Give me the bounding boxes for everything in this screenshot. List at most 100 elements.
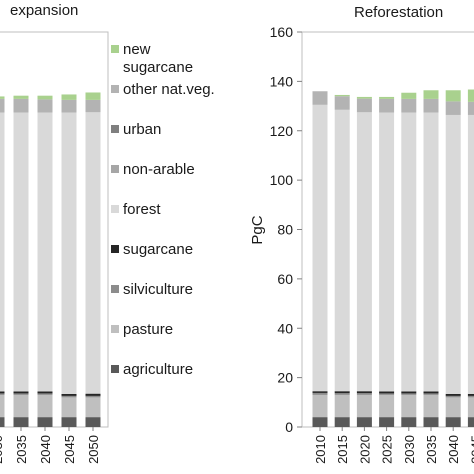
bar-segment-other-nat-veg--2010 [312, 91, 328, 105]
left-bars [0, 92, 101, 427]
right-panel-title: Reforestation [354, 4, 443, 21]
bar-segment-forest-2030 [0, 112, 5, 392]
bar-segment-other-nat-veg--2035 [13, 98, 29, 113]
bar-segment-forest-2025 [379, 112, 395, 392]
x-tick-label: 2030 [402, 435, 417, 464]
bar-segment-other-nat-veg--2040 [445, 101, 461, 115]
x-tick-label: 2045 [62, 435, 77, 464]
bar-segment-forest-2015 [334, 109, 350, 392]
legend-swatch [111, 125, 119, 133]
bar-segment-sugarcane-2040 [445, 393, 461, 396]
bar-segment-silviculture-2050 [85, 395, 101, 398]
legend-swatch [111, 365, 119, 373]
bar-segment-pasture-2015 [334, 394, 350, 418]
bar-segment-silviculture-2015 [334, 393, 350, 395]
bar-segment-pasture-2030 [0, 394, 5, 418]
bar-segment-sugarcane-2010 [312, 391, 328, 393]
x-tick-label: 2045 [468, 435, 474, 464]
bar-segment-new-sugarcane-2040 [37, 95, 53, 100]
bar-segment-silviculture-2030 [401, 393, 417, 395]
bar-segment-agriculture-2050 [85, 417, 101, 427]
bar-segment-other-nat-veg--2045 [467, 101, 474, 115]
y-tick-label: 100 [270, 172, 294, 188]
bar-segment-sugarcane-2045 [467, 393, 474, 396]
legend-swatch [111, 85, 119, 93]
expansion-panel: expansion 2030 2035 2040 2045 2050 [0, 2, 109, 464]
bar-segment-sugarcane-2050 [85, 393, 101, 396]
bar-segment-agriculture-2045 [467, 417, 474, 427]
bar-segment-silviculture-2020 [356, 393, 372, 395]
bar-segment-new-sugarcane-2035 [423, 90, 439, 99]
bar-segment-sugarcane-2030 [0, 391, 5, 394]
legend-swatch [111, 45, 119, 53]
bar-segment-agriculture-2045 [61, 417, 77, 427]
y-tick-label: 0 [285, 419, 293, 435]
legend-swatch [111, 165, 119, 173]
legend: new sugarcane other nat.veg. urban non-arabl… [111, 41, 215, 378]
legend-label: pasture [123, 321, 173, 338]
legend-label: other nat.veg. [123, 81, 215, 98]
bar-segment-forest-2040 [37, 112, 53, 392]
left-panel-title: expansion [10, 2, 78, 19]
bar-segment-other-nat-veg--2020 [356, 98, 372, 113]
legend-swatch [111, 245, 119, 253]
legend-label: new [123, 41, 151, 58]
bar-segment-new-sugarcane-2025 [379, 96, 395, 99]
y-tick-label: 160 [270, 24, 294, 40]
bar-segment-sugarcane-2045 [61, 393, 77, 396]
bar-segment-forest-2045 [467, 114, 474, 394]
bar-segment-silviculture-2045 [61, 395, 77, 398]
bar-segment-forest-2045 [61, 112, 77, 394]
bar-segment-sugarcane-2030 [401, 391, 417, 394]
reforestation-panel: Reforestation PgC 020406080100120140160 … [249, 4, 474, 464]
bar-segment-sugarcane-2015 [334, 391, 350, 394]
bar-segment-pasture-2045 [61, 397, 77, 418]
bar-segment-new-sugarcane-2015 [334, 94, 350, 97]
bar-segment-forest-2030 [401, 112, 417, 392]
bar-segment-sugarcane-2025 [379, 391, 395, 394]
bar-segment-pasture-2035 [423, 394, 439, 418]
x-tick-label: 2015 [335, 435, 350, 464]
bar-segment-silviculture-2030 [0, 393, 5, 395]
bar-segment-other-nat-veg--2025 [379, 98, 395, 113]
legend-label: sugarcane [123, 241, 193, 258]
bar-segment-agriculture-2020 [356, 417, 372, 427]
y-tick-labels: 0 20 40 60 80 100 120 140 160 [270, 24, 302, 435]
bar-segment-sugarcane-2035 [423, 391, 439, 394]
bar-segment-sugarcane-2035 [13, 391, 29, 394]
legend-label: urban [123, 121, 161, 138]
bar-segment-pasture-2020 [356, 394, 372, 418]
y-tick-label: 140 [270, 73, 294, 89]
bar-segment-agriculture-2030 [0, 417, 5, 427]
y-tick-label: 120 [270, 123, 294, 139]
bar-segment-pasture-2030 [401, 394, 417, 418]
legend-swatch [111, 205, 119, 213]
left-x-tick-labels: 2030 2035 2040 2045 2050 [0, 427, 101, 464]
bar-segment-new-sugarcane-2050 [85, 92, 101, 100]
bar-segment-silviculture-2040 [445, 395, 461, 398]
x-tick-label: 2035 [424, 435, 439, 464]
bar-segment-silviculture-2045 [467, 395, 474, 398]
y-tick-label: 20 [277, 370, 293, 386]
bar-segment-other-nat-veg--2050 [85, 99, 101, 113]
x-tick-label: 2040 [446, 435, 461, 464]
x-tick-label: 2040 [38, 435, 53, 464]
legend-label: forest [123, 201, 161, 218]
bar-segment-silviculture-2040 [37, 393, 53, 395]
bar-segment-sugarcane-2040 [37, 391, 53, 394]
bar-segment-pasture-2010 [312, 394, 328, 418]
bar-segment-agriculture-2010 [312, 417, 328, 427]
bar-segment-agriculture-2030 [401, 417, 417, 427]
y-tick-label: 40 [277, 320, 293, 336]
bar-segment-other-nat-veg--2030 [401, 98, 417, 113]
right-x-tick-labels: 201020152020202520302035204020452050 [313, 427, 474, 464]
legend-label: silviculture [123, 281, 193, 298]
bar-segment-other-nat-veg--2030 [0, 98, 5, 113]
x-tick-label: 2020 [357, 435, 372, 464]
bar-segment-new-sugarcane-2030 [401, 92, 417, 99]
legend-label: non-arable [123, 161, 195, 178]
bar-segment-new-sugarcane-2030 [0, 96, 5, 99]
bar-segment-forest-2010 [312, 104, 328, 392]
bar-segment-agriculture-2040 [37, 417, 53, 427]
